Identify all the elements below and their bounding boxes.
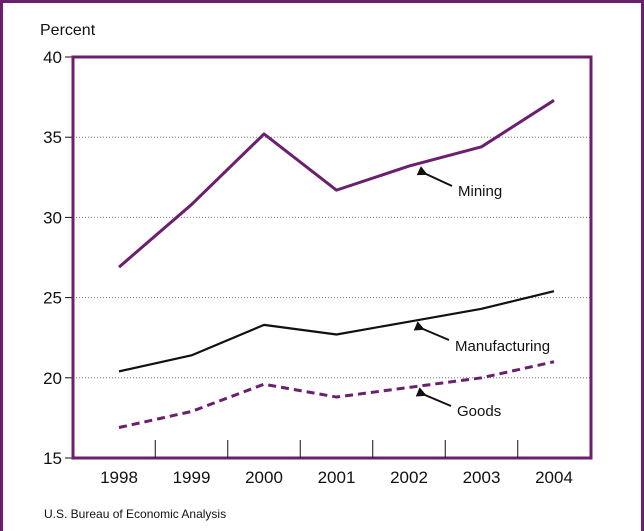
x-tick-label: 2000 (245, 468, 283, 487)
series-label-mining: Mining (458, 183, 502, 200)
series-label-manufacturing: Manufacturing (455, 338, 550, 355)
frame-top-rule (0, 0, 644, 3)
series-line-mining (118, 99, 555, 269)
y-tick-label: 25 (43, 289, 62, 308)
x-tick-label: 1999 (173, 468, 211, 487)
y-tick-label: 30 (43, 208, 62, 227)
arrow-manufacturing (413, 321, 450, 341)
frame-right-rule (641, 0, 644, 531)
y-tick-label: 40 (43, 48, 62, 67)
arrow-goods (415, 387, 452, 407)
frame-left-rule (0, 0, 3, 531)
y-tick-label: 20 (43, 369, 62, 388)
x-tick-label: 1998 (100, 468, 138, 487)
source-note: U.S. Bureau of Economic Analysis (44, 507, 227, 521)
series-label-goods: Goods (457, 403, 501, 420)
y-tick-label: 35 (43, 128, 62, 147)
y-axis-label: Percent (40, 22, 96, 39)
x-tick-label: 2001 (318, 468, 356, 487)
series-line-manufacturing (118, 290, 555, 373)
plot-border (71, 55, 593, 460)
series-line-goods (118, 360, 555, 429)
x-tick-label: 2003 (463, 468, 501, 487)
arrow-mining (416, 166, 453, 187)
x-tick-label: 2004 (535, 468, 573, 487)
x-tick-label: 2002 (390, 468, 428, 487)
y-tick-label: 15 (43, 449, 62, 468)
